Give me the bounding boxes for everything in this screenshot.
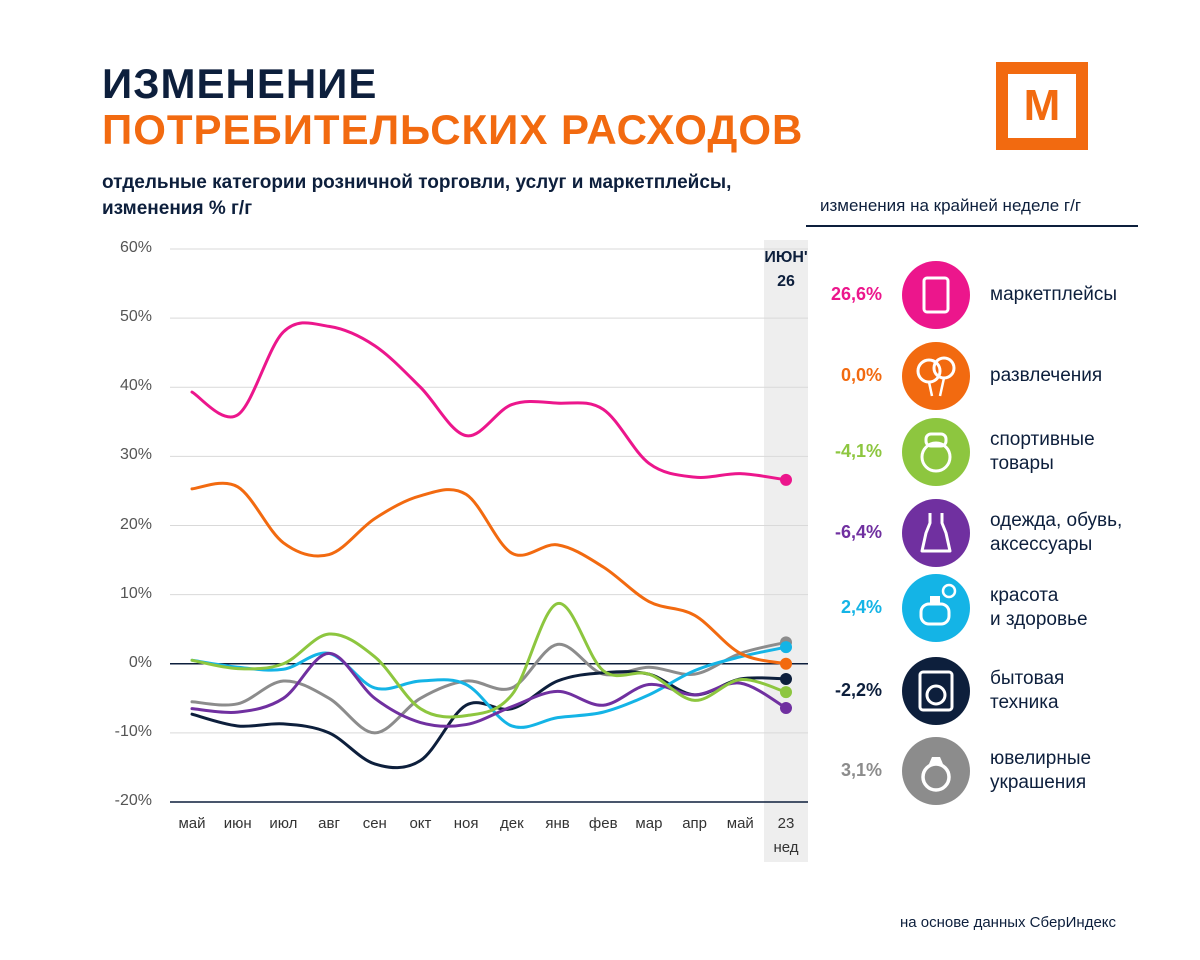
legend-label: ювелирные украшения xyxy=(990,748,1092,793)
legend-label: одежда, обувь, аксессуары xyxy=(990,510,1123,555)
y-tick-label: 60% xyxy=(119,239,152,256)
end-dot xyxy=(780,657,792,670)
icon xyxy=(929,757,943,764)
legend-value: 0,0% xyxy=(840,365,882,385)
series-line xyxy=(190,651,788,728)
x-tick-label: сен xyxy=(362,815,387,832)
x-tick-label: янв xyxy=(545,815,570,832)
y-tick-label: -10% xyxy=(114,722,152,740)
legend-icon xyxy=(902,574,970,642)
x-tick-label: июл xyxy=(269,815,298,832)
legend-icon xyxy=(902,261,970,329)
y-tick-label: -20% xyxy=(114,792,152,809)
y-tick-label: 50% xyxy=(119,308,152,326)
x-tick-label: ноя xyxy=(453,815,479,832)
legend-value: 2,4% xyxy=(840,597,882,617)
x-tick-label: июн xyxy=(223,815,252,832)
end-dot xyxy=(780,686,792,699)
highlight-label: ИЮН' 26 xyxy=(764,249,808,290)
legend-label: бытовая техника xyxy=(990,668,1065,713)
legend-title: изменения на крайней неделе г/г xyxy=(820,196,1082,215)
legend-icon xyxy=(902,737,970,805)
legend-value: -4,1% xyxy=(834,441,882,461)
legend-value: -2,2% xyxy=(834,680,882,700)
x-tick-label: фев xyxy=(588,815,618,832)
icon xyxy=(922,276,950,314)
logo: M xyxy=(996,62,1088,150)
series-line xyxy=(190,602,788,719)
legend-value: 3,1% xyxy=(840,760,882,780)
icon xyxy=(920,441,952,473)
end-dot xyxy=(780,672,792,685)
series-line xyxy=(190,321,788,482)
icon xyxy=(920,513,952,553)
icon xyxy=(927,377,946,397)
subtitle: отдельные категории розничной торговли, … xyxy=(102,172,732,219)
x-tick-label: окт xyxy=(409,815,432,832)
logo-letter: M xyxy=(1008,74,1076,138)
series-line xyxy=(190,481,788,666)
title: ПОТРЕБИТЕЛЬСКИХ РАСХОДОВ xyxy=(102,106,804,153)
legend-label: развлечения xyxy=(990,365,1103,386)
x-tick-label: май xyxy=(726,815,754,832)
y-tick-label: 10% xyxy=(119,584,152,602)
series-line xyxy=(190,640,788,735)
icon xyxy=(925,684,947,706)
x-tick-label: авг xyxy=(318,815,340,832)
end-dot xyxy=(780,641,792,654)
end-dot xyxy=(780,473,792,486)
end-dot xyxy=(780,701,792,714)
y-tick-label: 40% xyxy=(119,377,152,395)
legend-icon xyxy=(902,499,970,567)
legend-value: -6,4% xyxy=(834,522,882,542)
x-tick-label: 23 нед xyxy=(773,815,799,856)
x-tick-label: апр xyxy=(682,815,708,832)
x-tick-label: мар xyxy=(635,815,663,832)
y-tick-label: 0% xyxy=(128,653,152,671)
title: ИЗМЕНЕНИЕ xyxy=(102,60,378,107)
legend-icon xyxy=(902,657,970,725)
legend-label: красота и здоровье xyxy=(990,585,1088,630)
x-tick-label: май xyxy=(178,815,206,832)
legend-label: маркетплейсы xyxy=(990,284,1118,305)
y-tick-label: 20% xyxy=(119,515,152,533)
y-tick-label: 30% xyxy=(119,446,152,464)
legend-value: 26,6% xyxy=(830,284,882,304)
highlight-band xyxy=(764,240,808,862)
icon xyxy=(941,583,957,599)
x-tick-label: дек xyxy=(500,815,524,832)
icon xyxy=(924,432,948,448)
legend-icon xyxy=(902,418,970,486)
icon xyxy=(930,596,940,604)
icon xyxy=(918,670,954,712)
source: на основе данных СберИндекс xyxy=(900,914,1117,931)
series-line xyxy=(190,645,788,729)
legend-label: спортивные товары xyxy=(990,429,1095,474)
